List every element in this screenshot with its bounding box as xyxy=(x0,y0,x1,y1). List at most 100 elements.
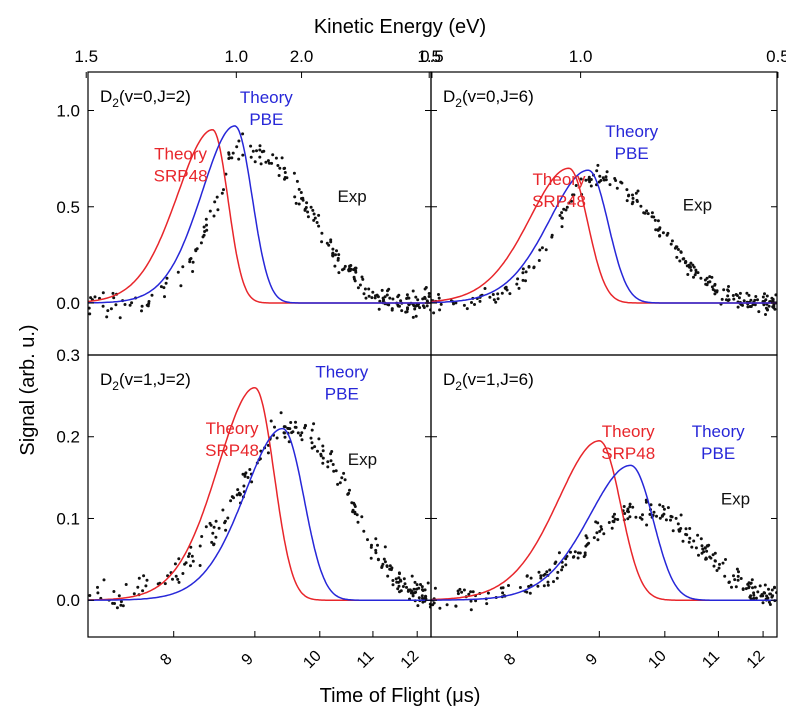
panel-frame xyxy=(430,354,778,638)
exp-point xyxy=(271,153,275,157)
exp-point xyxy=(348,264,352,268)
exp-point xyxy=(145,303,149,307)
exp-point xyxy=(142,574,146,578)
exp-point xyxy=(735,567,739,571)
exp-point xyxy=(241,132,245,136)
exp-point xyxy=(703,546,707,550)
exp-point xyxy=(340,476,344,480)
exp-point xyxy=(521,278,525,282)
exp-point xyxy=(737,296,741,300)
exp-point xyxy=(202,225,206,229)
exp-point xyxy=(679,527,683,530)
exp-point xyxy=(469,590,473,594)
exp-point xyxy=(287,440,291,444)
exp-point xyxy=(557,551,561,555)
exp-point xyxy=(360,275,364,279)
exp-point xyxy=(605,170,609,174)
exp-point xyxy=(631,193,634,197)
x-tick-label: 12 xyxy=(398,647,423,672)
x-tick-label: 9 xyxy=(583,651,601,669)
y-tick-label: 0.1 xyxy=(56,509,80,528)
exp-point xyxy=(355,513,359,517)
exp-point xyxy=(754,295,758,298)
exp-point xyxy=(123,303,127,306)
exp-point xyxy=(739,577,743,580)
exp-point xyxy=(757,310,761,314)
exp-point xyxy=(105,315,109,319)
exp-point xyxy=(550,233,554,237)
exp-point xyxy=(645,209,649,213)
x-tick-label: 11 xyxy=(699,648,723,672)
exp-point xyxy=(288,427,292,431)
exp-point xyxy=(770,595,774,599)
exp-point xyxy=(628,502,632,506)
exp-point xyxy=(595,169,599,173)
exp-point xyxy=(675,245,679,249)
exp-point xyxy=(309,205,313,209)
exp-point xyxy=(687,540,691,544)
exp-point xyxy=(282,425,286,429)
exp-point xyxy=(486,591,490,595)
top-tick-label: 1.0 xyxy=(224,47,248,66)
exp-point xyxy=(722,288,726,292)
exp-point xyxy=(589,184,593,188)
exp-point xyxy=(529,583,533,587)
exp-point xyxy=(670,239,674,243)
exp-point xyxy=(316,449,319,453)
exp-point xyxy=(764,313,767,316)
exp-point xyxy=(112,590,116,593)
exp-point xyxy=(181,572,185,575)
exp-point xyxy=(217,526,221,530)
exp-point xyxy=(538,248,542,252)
exp-points xyxy=(431,163,777,316)
exp-point xyxy=(317,213,321,217)
exp-point xyxy=(414,314,418,318)
exp-point xyxy=(685,264,689,268)
srp48-label: SRP48 xyxy=(205,441,259,460)
panel-bottom-left: 0.0 0.1 0.2 0.3 8 9 10 11 12 D2(v=1,J=2) Theory SRP… xyxy=(56,346,432,672)
exp-point xyxy=(356,286,360,290)
exp-point xyxy=(124,583,128,586)
exp-point xyxy=(458,587,462,591)
exp-point xyxy=(337,271,341,275)
exp-point xyxy=(270,161,274,165)
exp-point xyxy=(299,433,303,437)
exp-point xyxy=(604,175,608,179)
exp-point xyxy=(620,181,624,185)
exp-point xyxy=(260,150,264,154)
exp-point xyxy=(145,578,149,582)
exp-point xyxy=(649,503,653,507)
exp-point xyxy=(536,584,540,588)
pbe-curve xyxy=(431,464,777,601)
exp-point xyxy=(608,183,612,187)
exp-point xyxy=(329,240,333,244)
exp-point xyxy=(311,208,315,212)
exp-point xyxy=(117,594,121,598)
exp-point xyxy=(761,601,765,605)
exp-point xyxy=(682,257,686,261)
exp-point xyxy=(356,520,360,524)
exp-point xyxy=(362,529,366,533)
exp-point xyxy=(422,306,426,309)
exp-point xyxy=(744,587,748,591)
exp-point xyxy=(770,296,774,300)
exp-point xyxy=(710,275,714,279)
exp-point xyxy=(727,581,731,584)
exp-point xyxy=(671,529,675,533)
exp-point xyxy=(501,586,505,590)
exp-point xyxy=(189,545,193,549)
exp-point xyxy=(336,482,340,486)
exp-point xyxy=(762,591,766,595)
exp-point xyxy=(634,515,638,519)
exp-point xyxy=(555,576,559,580)
exp-point xyxy=(413,307,417,311)
exp-point xyxy=(730,585,733,589)
exp-point xyxy=(752,591,756,595)
exp-point xyxy=(697,553,700,557)
exp-point xyxy=(736,578,740,582)
exp-point xyxy=(342,267,346,271)
exp-point xyxy=(595,531,599,535)
exp-point xyxy=(183,562,187,566)
exp-point xyxy=(662,507,666,511)
exp-point xyxy=(294,420,297,424)
